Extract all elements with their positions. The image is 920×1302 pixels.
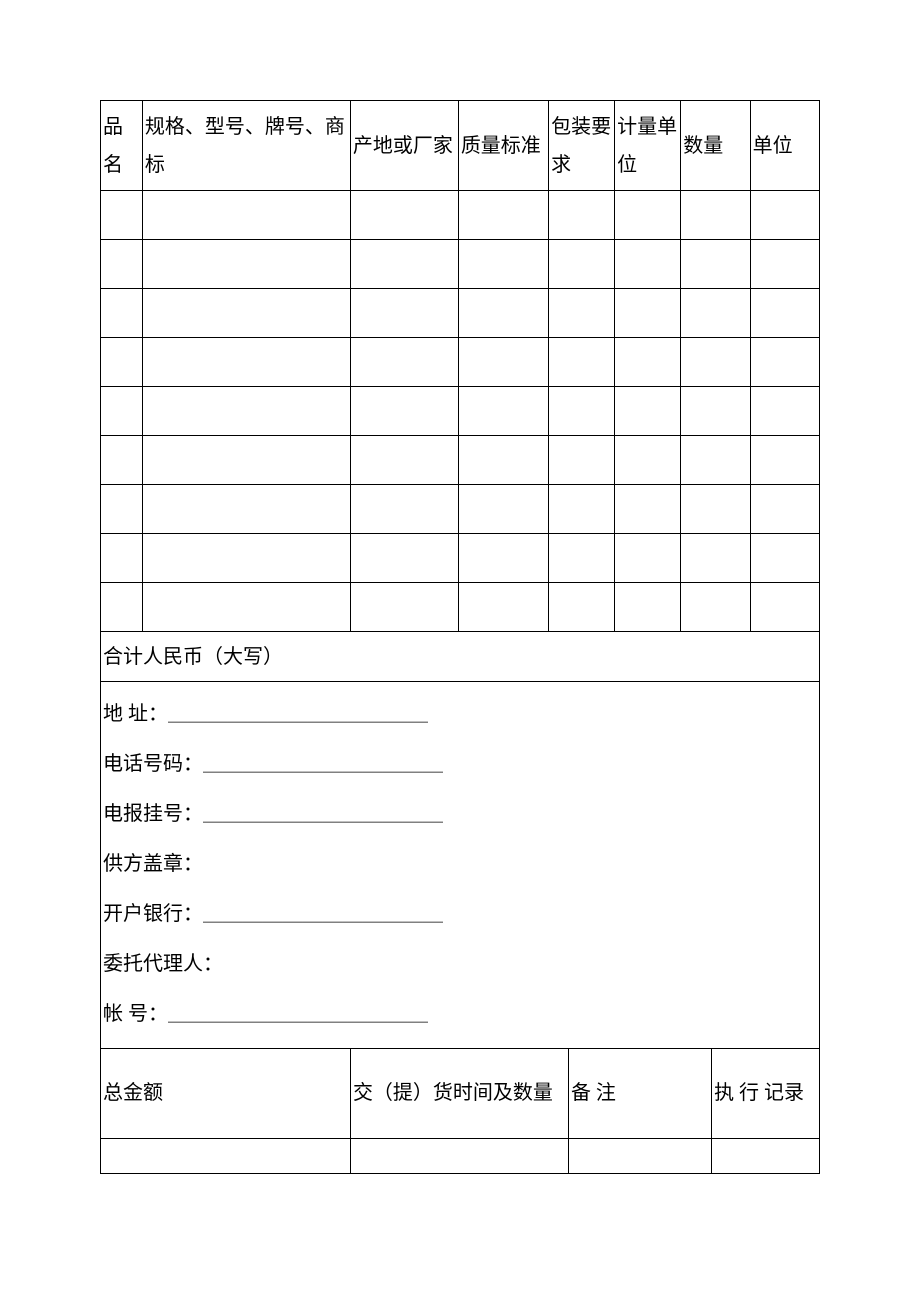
info-telegraph: 电报挂号：＿＿＿＿＿＿＿＿＿＿＿＿ (103, 790, 817, 838)
info-cell: 地 址：＿＿＿＿＿＿＿＿＿＿＿＿＿ 电话号码：＿＿＿＿＿＿＿＿＿＿＿＿ 电报挂号… (101, 682, 820, 1049)
table-row (101, 240, 820, 289)
header-quantity: 数量 (681, 101, 750, 191)
header-origin: 产地或厂家 (350, 101, 458, 191)
table-header-row: 品名 规格、型号、牌号、商标 产地或厂家 质量标准 包装要求 计量单位 数量 单… (101, 101, 820, 191)
info-supplier-seal: 供方盖章： (103, 840, 817, 888)
second-table: 总金额 交（提）货时间及数量 备 注 执 行 记录 (100, 1048, 820, 1174)
document-container: 品名 规格、型号、牌号、商标 产地或厂家 质量标准 包装要求 计量单位 数量 单… (100, 100, 820, 1174)
header-remarks: 备 注 (568, 1048, 711, 1138)
table-row (101, 1138, 820, 1173)
table-row (101, 534, 820, 583)
header-total-amount: 总金额 (101, 1048, 351, 1138)
header-unit: 单位 (750, 101, 819, 191)
info-bank: 开户银行：＿＿＿＿＿＿＿＿＿＿＿＿ (103, 890, 817, 938)
info-row: 地 址：＿＿＿＿＿＿＿＿＿＿＿＿＿ 电话号码：＿＿＿＿＿＿＿＿＿＿＿＿ 电报挂号… (101, 682, 820, 1049)
header-spec: 规格、型号、牌号、商标 (142, 101, 350, 191)
header-delivery: 交（提）货时间及数量 (350, 1048, 568, 1138)
header-exec-record: 执 行 记录 (712, 1048, 820, 1138)
table-row (101, 485, 820, 534)
table-row (101, 583, 820, 632)
table-row (101, 436, 820, 485)
table-row (101, 191, 820, 240)
total-row: 合计人民币（大写） (101, 632, 820, 682)
header-unit-measure: 计量单位 (615, 101, 681, 191)
table-row (101, 338, 820, 387)
header-quality: 质量标准 (458, 101, 548, 191)
info-phone: 电话号码：＿＿＿＿＿＿＿＿＿＿＿＿ (103, 740, 817, 788)
info-account: 帐 号：＿＿＿＿＿＿＿＿＿＿＿＿＿ (103, 990, 817, 1038)
info-agent: 委托代理人： (103, 940, 817, 988)
main-table: 品名 规格、型号、牌号、商标 产地或厂家 质量标准 包装要求 计量单位 数量 单… (100, 100, 820, 1049)
table-row (101, 289, 820, 338)
info-address: 地 址：＿＿＿＿＿＿＿＿＿＿＿＿＿ (103, 690, 817, 738)
header-packaging: 包装要求 (549, 101, 615, 191)
header-product-name: 品名 (101, 101, 143, 191)
table-row (101, 387, 820, 436)
total-label: 合计人民币（大写） (101, 632, 820, 682)
second-table-header-row: 总金额 交（提）货时间及数量 备 注 执 行 记录 (101, 1048, 820, 1138)
